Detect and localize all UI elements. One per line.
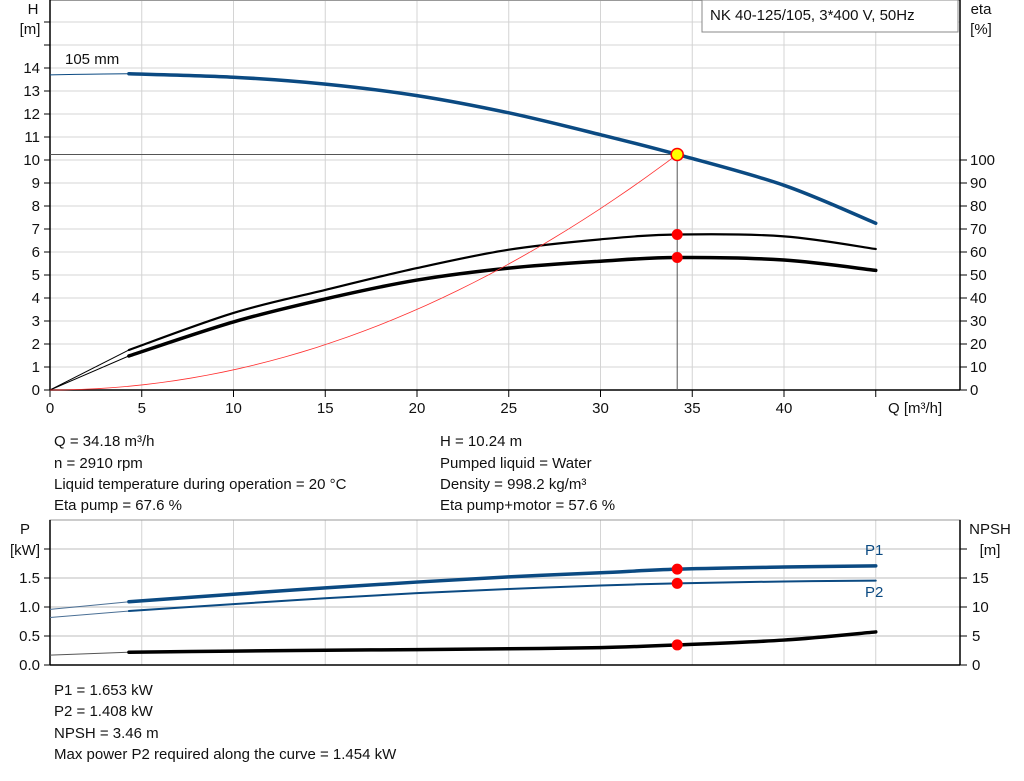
q-tick-label: 0: [46, 400, 54, 417]
h-tick-label: 13: [23, 83, 40, 100]
p-axis-label: P: [20, 521, 30, 538]
q-tick-label: 35: [684, 400, 701, 417]
top-curves: [49, 72, 878, 391]
h-tick-label: 8: [32, 198, 40, 215]
info-h: H = 10.24 m: [440, 433, 522, 450]
q-tick-label: 10: [225, 400, 242, 417]
info-max-power: Max power P2 required along the curve = …: [54, 746, 397, 763]
info-n: n = 2910 rpm: [54, 455, 143, 472]
eta_pump-curve: [127, 233, 877, 352]
info-liquid: Pumped liquid = Water: [440, 455, 592, 472]
eta_pump-curve-extension: [49, 349, 130, 391]
h-tick-label: 11: [24, 129, 40, 146]
p2-duty-marker: [671, 577, 683, 589]
h-tick-label: 0: [32, 382, 40, 399]
curve-label-105mm: 105 mm: [65, 51, 119, 68]
q-tick-label: 20: [409, 400, 426, 417]
h-tick-label: 10: [23, 152, 40, 169]
p-tick-label: 1.5: [19, 570, 40, 587]
h-tick-label: 9: [32, 175, 40, 192]
eta-axis-label: eta: [971, 1, 993, 18]
h-tick-label: 1: [32, 359, 40, 376]
q-axis-label: Q [m³/h]: [888, 400, 942, 417]
top-grid: 0123456789101112131401020304050607080901…: [23, 0, 995, 417]
eta-tick-label: 0: [970, 382, 978, 399]
system-curve: [49, 154, 678, 391]
eta-tick-label: 30: [970, 313, 987, 330]
eta-tick-label: 50: [970, 267, 987, 284]
h-tick-label: 3: [32, 313, 40, 330]
eta-tick-label: 40: [970, 290, 987, 307]
info-eta-pump-motor: Eta pump+motor = 57.6 %: [440, 497, 615, 514]
duty-info: Q = 34.18 m³/h n = 2910 rpm Liquid tempe…: [54, 433, 615, 763]
eta_pump_motor-curve-extension: [49, 355, 130, 391]
duty-point-marker: [670, 147, 684, 162]
info-temperature: Liquid temperature during operation = 20…: [54, 476, 347, 493]
eta_pump_motor-curve: [127, 255, 878, 358]
p-tick-label: 0.0: [19, 657, 40, 674]
p2-curve-label: P2: [865, 584, 883, 601]
P1-curve-extension: [49, 601, 129, 610]
p1-curve-label: P1: [865, 542, 883, 559]
info-q: Q = 34.18 m³/h: [54, 433, 154, 450]
p1-duty-marker: [671, 563, 683, 575]
h-axis-unit: [m]: [20, 21, 41, 38]
P2-curve: [127, 579, 877, 613]
h-axis-label: H: [28, 1, 39, 18]
p-tick-label: 0.5: [19, 628, 40, 645]
npsh-duty-marker: [671, 639, 683, 651]
title-box-text: NK 40-125/105, 3*400 V, 50Hz: [710, 7, 915, 24]
bottom-plot-border: [49, 519, 961, 666]
h-tick-label: 4: [32, 290, 40, 307]
NPSH-curve: [127, 630, 878, 654]
info-eta-pump: Eta pump = 67.6 %: [54, 497, 182, 514]
q-tick-label: 30: [592, 400, 609, 417]
eta-tick-label: 100: [970, 152, 995, 169]
eta-tick-label: 70: [970, 221, 987, 238]
eta-pump-duty-marker: [671, 229, 683, 241]
p-axis-unit: [kW]: [10, 542, 40, 559]
eta-pump-motor-duty-marker: [671, 252, 683, 264]
H-curve: [127, 72, 878, 225]
p-tick-label: 1.0: [19, 599, 40, 616]
q-tick-label: 25: [500, 400, 517, 417]
info-npsh: NPSH = 3.46 m: [54, 725, 159, 742]
eta-tick-label: 90: [970, 175, 987, 192]
npsh-tick-label: 15: [972, 570, 989, 587]
info-density: Density = 998.2 kg/m³: [440, 476, 586, 493]
h-tick-label: 2: [32, 336, 40, 353]
P1-curve: [127, 564, 878, 604]
q-tick-label: 15: [317, 400, 334, 417]
info-p2: P2 = 1.408 kW: [54, 703, 154, 720]
eta-tick-label: 60: [970, 244, 987, 261]
h-tick-label: 14: [23, 60, 40, 77]
npsh-tick-label: 5: [972, 628, 980, 645]
h-tick-label: 6: [32, 244, 40, 261]
eta-tick-label: 20: [970, 336, 987, 353]
npsh-tick-label: 10: [972, 599, 989, 616]
q-tick-label: 5: [138, 400, 146, 417]
npsh-tick-label: 0: [972, 657, 980, 674]
bottom-curves: [49, 563, 878, 656]
npsh-axis-label: NPSH: [969, 521, 1011, 538]
NPSH-curve-extension: [49, 651, 129, 656]
title-box: NK 40-125/105, 3*400 V, 50Hz: [701, 0, 959, 33]
H-curve-extension: [49, 73, 129, 76]
h-tick-label: 7: [32, 221, 40, 238]
eta-tick-label: 80: [970, 198, 987, 215]
info-p1: P1 = 1.653 kW: [54, 682, 154, 699]
eta-axis-unit: [%]: [970, 21, 992, 38]
h-tick-label: 5: [32, 267, 40, 284]
npsh-axis-unit: [m]: [980, 542, 1001, 559]
eta-tick-label: 10: [970, 359, 987, 376]
P2-curve-extension: [49, 610, 129, 618]
q-tick-label: 40: [776, 400, 793, 417]
h-tick-label: 12: [23, 106, 40, 123]
